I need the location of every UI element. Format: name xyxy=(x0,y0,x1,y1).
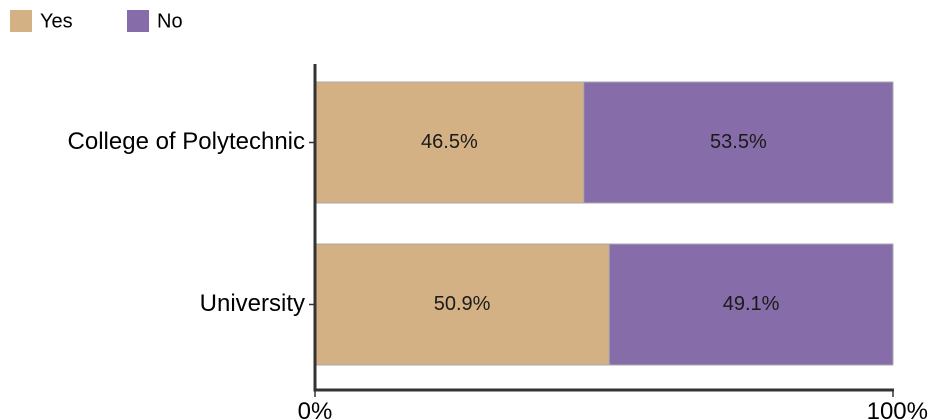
legend-swatch-no xyxy=(127,10,149,32)
value-labels-group: 46.5% 53.5% 50.9% 49.1% xyxy=(421,131,780,315)
value-label-yes-1: 50.9% xyxy=(434,293,491,315)
bars-group xyxy=(314,81,894,366)
category-label-0: College of Polytechnic xyxy=(68,128,305,155)
value-label-no-1: 49.1% xyxy=(723,293,780,315)
category-labels-group: College of Polytechnic University xyxy=(68,128,305,317)
legend: Yes No xyxy=(10,10,183,32)
category-label-1: University xyxy=(200,290,305,317)
bar-no-0 xyxy=(583,81,894,204)
value-label-yes-0: 46.5% xyxy=(421,131,478,153)
legend-label-no: No xyxy=(157,10,183,32)
tick-labels-group: 0% 100% xyxy=(298,398,928,419)
x-tick-label-1: 100% xyxy=(867,398,928,419)
legend-label-yes: Yes xyxy=(40,10,73,32)
axes-group xyxy=(309,64,894,397)
legend-swatch-yes xyxy=(10,10,32,32)
bar-no-1 xyxy=(608,243,894,366)
bar-yes-1 xyxy=(314,243,610,366)
x-tick-label-0: 0% xyxy=(298,398,333,419)
bar-yes-0 xyxy=(314,81,585,204)
value-label-no-0: 53.5% xyxy=(710,131,767,153)
